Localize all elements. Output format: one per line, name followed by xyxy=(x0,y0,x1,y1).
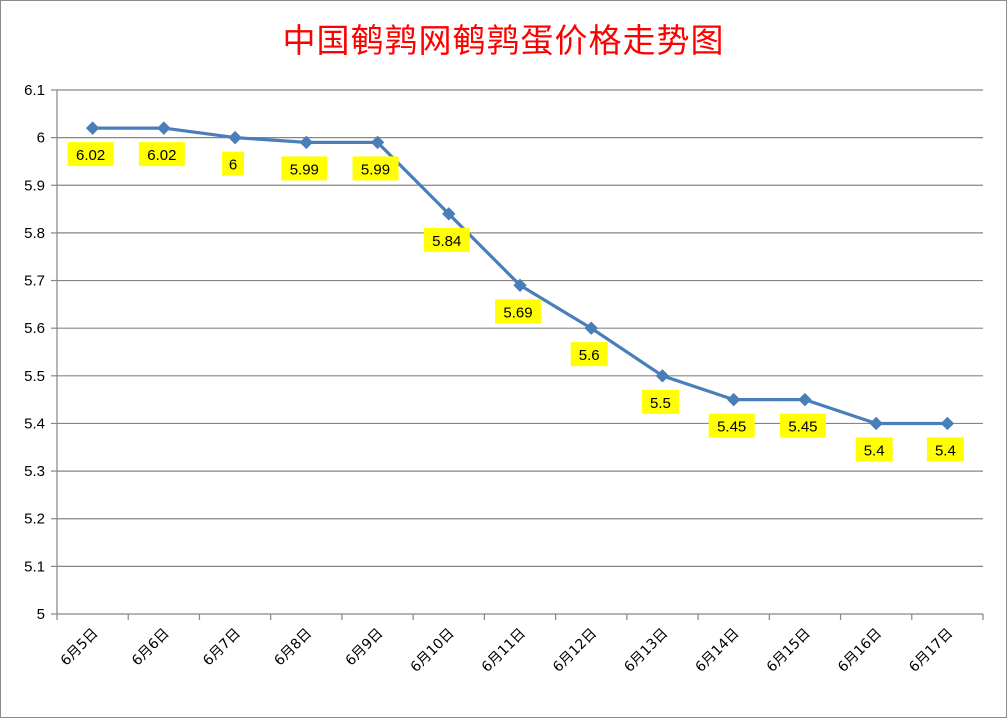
data-label-bg xyxy=(570,342,608,367)
data-label-bg xyxy=(855,437,893,462)
x-tick-label: 6月6日 xyxy=(129,626,173,670)
data-label: 5.99 xyxy=(361,161,390,178)
data-label: 5.5 xyxy=(650,395,671,412)
x-tick-label: 6月12日 xyxy=(550,626,600,676)
data-point-marker xyxy=(726,392,741,407)
data-point-marker xyxy=(157,121,171,135)
data-label-bg xyxy=(352,156,399,181)
data-label: 5.4 xyxy=(864,442,885,459)
x-tick-label: 6月16日 xyxy=(835,626,885,676)
data-point-marker xyxy=(940,416,955,431)
data-point-marker xyxy=(228,130,242,145)
x-tick-label: 6月10日 xyxy=(408,626,458,676)
x-tick-label: 6月17日 xyxy=(906,626,956,676)
y-tick-label: 5.1 xyxy=(24,558,45,575)
data-label-bg xyxy=(779,413,826,438)
y-tick-labels: 5 5.1 5.2 5.3 5.4 5.5 5.6 5.7 5.8 5.9 6 6.1 xyxy=(24,82,45,623)
y-tick-label: 5.9 xyxy=(24,177,45,194)
x-tick-label: 6月8日 xyxy=(271,626,315,670)
data-labels: 6.02 6.02 6 5.99 5.99 5.84 5.69 5.6 5.5 5.45 5.45 5… xyxy=(67,142,964,462)
data-label-bg xyxy=(423,227,470,252)
x-tick-label: 6月15日 xyxy=(764,626,814,676)
data-label: 6 xyxy=(229,157,237,174)
y-tick-label: 5 xyxy=(37,606,45,623)
data-label: 5.6 xyxy=(579,347,600,364)
data-label-bg xyxy=(281,156,328,181)
data-point-marker xyxy=(370,135,385,150)
data-point-marker xyxy=(798,392,812,407)
data-label: 5.45 xyxy=(788,419,817,436)
data-point-marker xyxy=(299,135,314,150)
data-point-marker xyxy=(85,121,100,135)
data-label: 6.02 xyxy=(147,147,176,164)
data-label: 5.99 xyxy=(290,161,319,178)
series-line xyxy=(92,126,948,426)
x-tick-label: 6月14日 xyxy=(693,626,743,676)
data-label-bg xyxy=(641,389,679,414)
data-point-marker xyxy=(869,416,883,431)
data-point-marker xyxy=(584,321,598,335)
y-tick-label: 5.8 xyxy=(24,225,45,242)
data-point-marker xyxy=(513,278,527,293)
y-tick-label: 5.6 xyxy=(24,320,45,337)
series-line-group xyxy=(92,126,948,426)
y-tick-label: 5.4 xyxy=(24,415,45,432)
data-label-bg xyxy=(67,142,114,167)
data-point-marker xyxy=(655,369,670,383)
x-tick-label: 6月11日 xyxy=(479,626,529,676)
data-label: 5.84 xyxy=(432,233,461,250)
y-tick-label: 6.1 xyxy=(24,82,45,99)
x-tick-label: 6月7日 xyxy=(200,626,244,670)
data-point-marker xyxy=(442,207,456,221)
y-tick-label: 5.3 xyxy=(24,463,45,480)
x-tick-label: 6月13日 xyxy=(621,626,671,676)
x-tick-labels: 6月5日 6月6日 6月7日 6月8日 6月9日 6月10日 6月11日 6月12日 6月13日… xyxy=(58,626,956,676)
y-tick-label: 5.5 xyxy=(24,368,45,385)
data-label: 5.45 xyxy=(717,419,746,436)
y-tick-label: 5.7 xyxy=(24,273,45,290)
x-tick-label: 6月9日 xyxy=(343,626,387,670)
data-label-bg xyxy=(138,142,185,167)
x-tick-label: 6月5日 xyxy=(58,626,102,670)
data-label: 6.02 xyxy=(76,147,105,164)
chart-title: 中国鹌鹑网鹌鹑蛋价格走势图 xyxy=(282,21,725,60)
data-label-bg xyxy=(222,151,245,176)
y-tick-label: 5.2 xyxy=(24,511,45,528)
data-label: 5.69 xyxy=(503,304,532,321)
axes xyxy=(51,89,984,620)
gridlines xyxy=(57,89,983,567)
data-label-bg xyxy=(926,437,964,462)
data-label-bg xyxy=(708,413,755,438)
y-tick-label: 6 xyxy=(37,130,45,147)
markers xyxy=(85,121,955,431)
data-label-bg xyxy=(495,299,541,324)
data-label: 5.4 xyxy=(935,442,956,459)
